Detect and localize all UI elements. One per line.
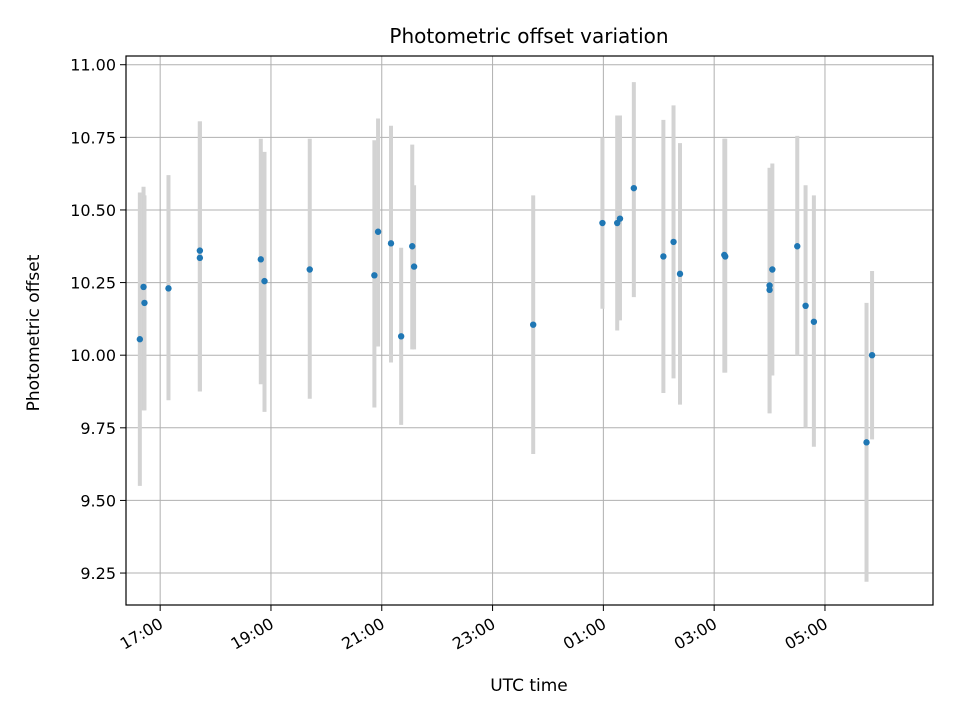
data-point — [397, 333, 405, 340]
x-axis-label: UTC time — [490, 676, 568, 696]
data-point — [165, 285, 172, 292]
y-tick-label: 9.50 — [80, 491, 116, 510]
y-tick-label: 10.50 — [70, 201, 116, 220]
y-tick-label: 10.25 — [70, 274, 116, 293]
data-point — [140, 283, 147, 291]
data-point — [630, 184, 638, 192]
chart-title: Photometric offset variation — [389, 24, 668, 48]
data-point — [306, 266, 313, 273]
data-point — [196, 254, 204, 262]
y-tick-label: 11.00 — [70, 56, 116, 75]
data-point — [616, 215, 624, 222]
data-point — [196, 247, 204, 254]
y-tick-label: 9.25 — [80, 564, 116, 583]
data-point — [660, 253, 667, 260]
y-axis-label: Photometric offset — [24, 254, 44, 411]
data-point — [599, 219, 606, 227]
data-point — [529, 321, 537, 328]
data-point — [670, 238, 677, 246]
data-point — [794, 243, 801, 250]
data-point — [409, 243, 416, 250]
y-axis-ticks: 9.25 9.50 9.75 10.00 10.25 10.50 10.75 11.00 — [70, 56, 126, 583]
data-point — [410, 263, 418, 270]
data-point — [766, 286, 773, 294]
data-point — [769, 266, 776, 273]
data-point — [868, 351, 876, 359]
plot-area-frame — [125, 55, 934, 606]
data-point — [371, 272, 378, 279]
data-point — [257, 256, 265, 263]
data-point — [810, 318, 818, 325]
y-tick-label: 9.75 — [80, 419, 116, 438]
data-point — [676, 270, 684, 278]
data-point — [802, 302, 809, 310]
data-point — [261, 277, 268, 285]
data-point — [141, 299, 148, 307]
data-point — [374, 228, 382, 235]
data-point — [722, 253, 729, 260]
data-point — [136, 336, 144, 343]
y-tick-label: 10.75 — [70, 128, 116, 147]
data-point — [387, 240, 395, 247]
data-point — [863, 439, 870, 446]
y-tick-label: 10.00 — [70, 346, 116, 365]
data-points — [136, 184, 876, 446]
